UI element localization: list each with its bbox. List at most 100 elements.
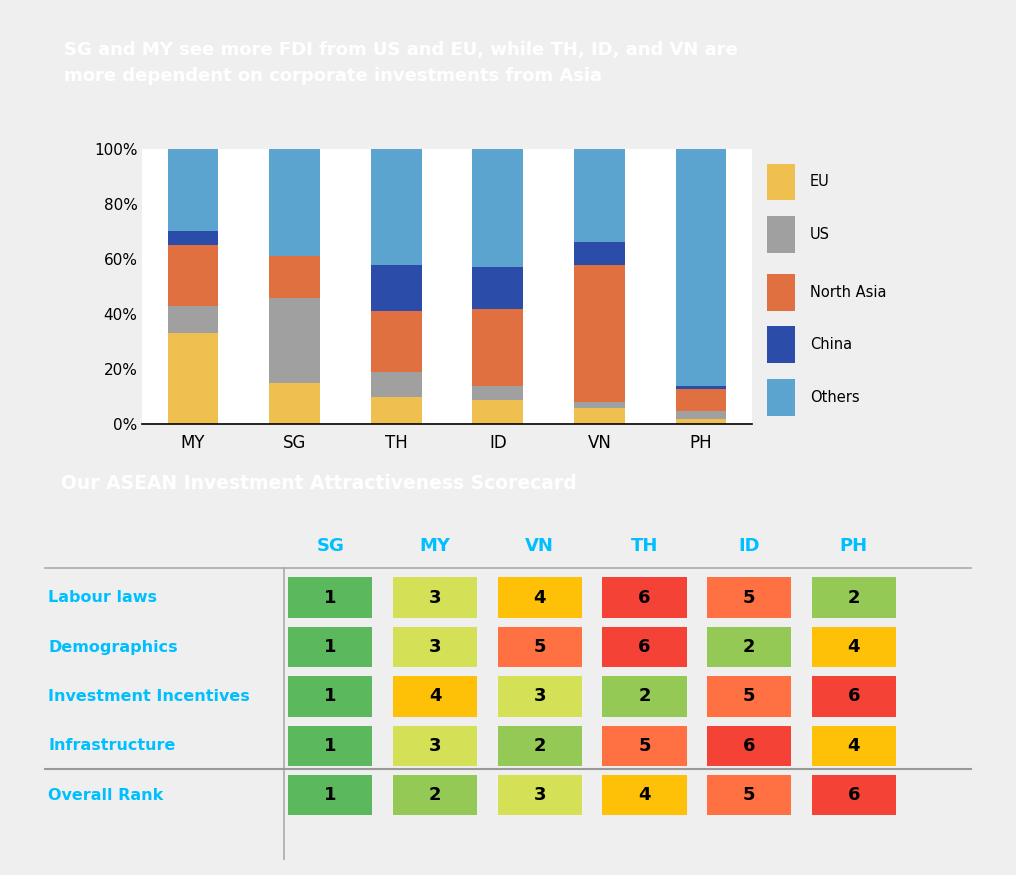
Bar [269,298,320,383]
Text: 3: 3 [533,787,546,804]
Text: Investment Incentives: Investment Incentives [48,689,250,704]
Bar [472,400,523,424]
Bar [676,419,726,424]
Bar [707,578,791,618]
Text: 4: 4 [638,787,650,804]
Bar [602,775,687,816]
Text: 4: 4 [847,638,861,656]
Bar [676,410,726,419]
Text: 2: 2 [847,589,861,606]
Bar [812,725,896,766]
Text: 1: 1 [324,638,336,656]
Bar [472,309,523,386]
Bar [393,626,478,668]
Text: 6: 6 [638,589,650,606]
Bar [676,149,726,386]
Text: PH: PH [840,537,868,555]
Bar [574,149,625,242]
Bar [168,149,218,231]
Bar [812,775,896,816]
Bar [498,676,582,717]
Text: Others: Others [810,389,860,405]
Text: 1: 1 [324,787,336,804]
Text: US: US [810,227,830,242]
Text: 6: 6 [743,737,756,755]
Bar [168,333,218,424]
Text: 6: 6 [638,638,650,656]
Bar [472,149,523,267]
Bar [574,242,625,264]
Text: China: China [810,337,851,353]
Bar [371,149,422,264]
Text: 2: 2 [429,787,441,804]
Bar [269,256,320,298]
Text: 4: 4 [429,688,441,705]
Bar [767,326,795,363]
Text: TH: TH [631,537,658,555]
Bar [676,386,726,388]
Bar [498,578,582,618]
Bar [289,725,373,766]
Bar [371,397,422,424]
Bar [767,216,795,253]
Text: 2: 2 [743,638,756,656]
Bar [498,775,582,816]
Bar [393,676,478,717]
Bar [269,383,320,424]
Bar [707,725,791,766]
Text: 3: 3 [429,737,441,755]
Bar [574,402,625,408]
Text: VN: VN [525,537,554,555]
Bar [812,578,896,618]
Text: 5: 5 [743,688,756,705]
Text: 3: 3 [429,638,441,656]
Bar [289,578,373,618]
Bar [767,379,795,416]
Text: North Asia: North Asia [810,284,886,300]
Bar [393,775,478,816]
Text: 3: 3 [533,688,546,705]
Text: 5: 5 [638,737,650,755]
Text: MY: MY [420,537,450,555]
Bar [168,245,218,306]
Bar [498,725,582,766]
Bar [498,626,582,668]
Bar [574,408,625,424]
Bar [371,372,422,397]
Text: 1: 1 [324,589,336,606]
Bar [602,676,687,717]
Text: 2: 2 [533,737,546,755]
Bar [393,725,478,766]
Text: SG and MY see more FDI from US and EU, while TH, ID, and VN are
more dependent o: SG and MY see more FDI from US and EU, w… [64,41,738,85]
Text: Demographics: Demographics [48,640,178,654]
Text: Labour laws: Labour laws [48,591,157,605]
Bar [676,388,726,410]
Text: SG: SG [316,537,344,555]
Text: Overall Rank: Overall Rank [48,788,164,802]
Text: 5: 5 [743,589,756,606]
Text: Infrastructure: Infrastructure [48,738,176,753]
Text: 4: 4 [533,589,546,606]
Text: 3: 3 [429,589,441,606]
Bar [371,264,422,312]
Bar [707,775,791,816]
Text: EU: EU [810,174,829,190]
Text: 4: 4 [847,737,861,755]
Text: 2: 2 [638,688,650,705]
Bar [812,676,896,717]
Bar [371,312,422,372]
Text: 1: 1 [324,688,336,705]
Bar [472,386,523,400]
Text: ID: ID [739,537,760,555]
Bar [472,267,523,309]
Bar [168,231,218,245]
Text: 6: 6 [847,787,861,804]
Text: 5: 5 [533,638,546,656]
Bar [269,149,320,256]
Bar [574,264,625,402]
Text: 6: 6 [847,688,861,705]
Text: 1: 1 [324,737,336,755]
Bar [289,676,373,717]
Bar [812,626,896,668]
Bar [767,274,795,311]
